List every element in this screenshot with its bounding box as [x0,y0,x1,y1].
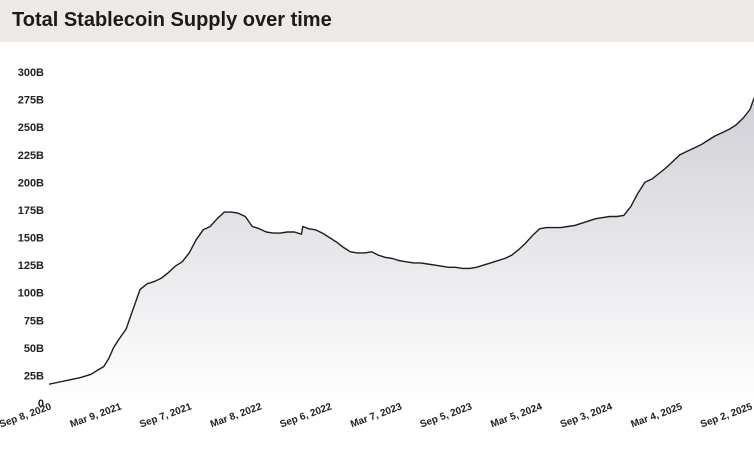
x-tick-label: Mar 9, 2021 [69,401,124,430]
x-tick-label: Mar 7, 2023 [349,401,404,430]
x-tick-label: Sep 6, 2022 [278,401,333,430]
y-tick-label: 200B [18,177,44,189]
chart-header: Total Stablecoin Supply over time [0,0,754,42]
y-tick-label: 150B [18,233,44,245]
x-tick-label: Mar 8, 2022 [209,401,264,430]
x-tick-label: Sep 8, 2020 [0,401,53,430]
y-tick-label: 50B [24,343,44,355]
supply-series-line [48,96,754,385]
y-tick-label: 250B [18,122,44,134]
y-tick-label: 275B [18,95,44,107]
x-tick-label: Mar 4, 2025 [629,401,684,430]
y-tick-label: 225B [18,150,44,162]
y-tick-label: 0 [38,398,44,410]
x-tick-label: Sep 7, 2021 [138,401,193,430]
x-tick-label: Sep 2, 2025 [699,401,754,430]
y-axis: 0 25B 50B 75B 100B 125B 150B 175B 200B 225B 250B 27… [18,67,44,410]
stablecoin-supply-chart: 0 25B 50B 75B 100B 125B 150B 175B 200B 225B 250B 27… [0,67,754,430]
x-tick-label: Sep 3, 2024 [559,401,614,430]
x-tick-label: Sep 5, 2023 [419,401,474,430]
y-tick-label: 300B [18,67,44,79]
x-tick-label: Mar 5, 2024 [489,401,544,430]
supply-area-fill [49,98,754,403]
y-tick-label: 25B [24,370,44,382]
x-axis: Sep 8, 2020 Mar 9, 2021 Sep 7, 2021 Mar 8, … [0,401,754,430]
y-tick-label: 100B [18,288,44,300]
y-tick-label: 175B [18,205,44,217]
y-tick-label: 75B [24,315,44,327]
y-tick-label: 125B [18,260,44,272]
chart-title: Total Stablecoin Supply over time [12,9,332,31]
